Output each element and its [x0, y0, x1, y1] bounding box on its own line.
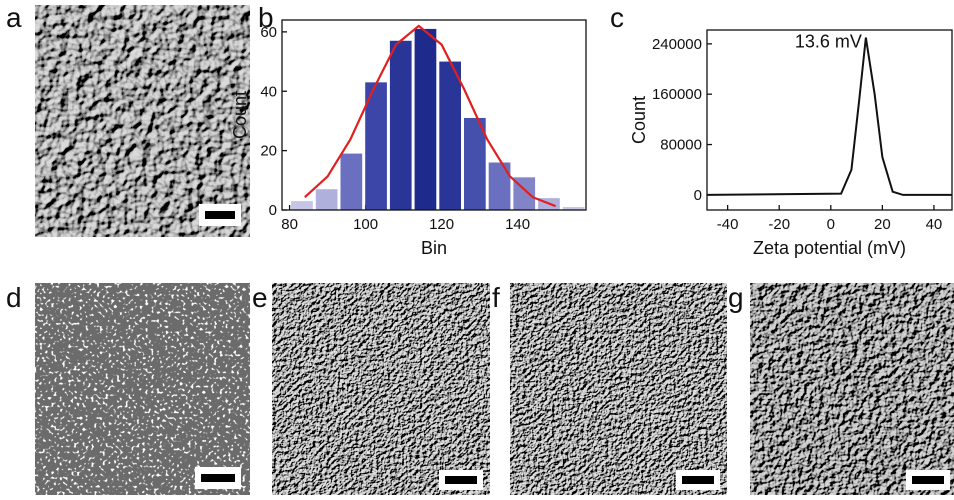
y-tick-label: 0 — [269, 202, 277, 219]
histogram-bar — [340, 153, 363, 210]
x-tick-label: 0 — [827, 216, 835, 233]
y-axis-label: Count — [230, 91, 250, 139]
histogram-bar — [365, 82, 387, 210]
plot-frame — [706, 29, 953, 211]
sem-image-e — [272, 283, 490, 495]
sem-image-d — [35, 283, 250, 495]
fit-curve — [304, 24, 557, 208]
x-tick-label: 140 — [505, 216, 530, 233]
y-tick-label: 160000 — [652, 86, 702, 103]
x-tick-label: -20 — [768, 216, 790, 233]
histogram-bar — [562, 207, 585, 210]
sem-image-f — [510, 283, 727, 495]
panel-label: d — [6, 282, 22, 313]
histogram-bar — [291, 201, 313, 210]
x-tick-label: 40 — [926, 216, 943, 233]
x-tick-label: 80 — [281, 216, 298, 233]
x-tick-label: -40 — [717, 216, 739, 233]
plot-frame — [281, 19, 587, 211]
panel-label: b — [258, 2, 274, 33]
y-tick-label: 60 — [260, 24, 277, 41]
histogram-bar — [315, 189, 338, 210]
x-tick-label: 20 — [874, 216, 891, 233]
histogram-bar — [439, 61, 461, 210]
histogram-bar — [389, 40, 412, 210]
y-tick-label: 20 — [260, 143, 277, 160]
histogram-bar — [464, 117, 486, 210]
y-axis-label: Count — [629, 96, 649, 144]
panel-label: a — [6, 2, 22, 33]
x-tick-label: 100 — [353, 216, 378, 233]
x-axis-label: Bin — [421, 238, 447, 258]
histogram-bar — [414, 28, 437, 210]
y-tick-label: 240000 — [652, 36, 702, 53]
histogram-bar — [488, 162, 511, 210]
panel-label: f — [492, 282, 500, 313]
data-line — [706, 37, 952, 196]
panel-label: c — [610, 2, 624, 33]
sem-image-a — [35, 5, 250, 237]
peak-annotation: 13.6 mV — [795, 32, 862, 52]
x-axis-label: Zeta potential (mV) — [753, 238, 906, 258]
panel-label: g — [728, 282, 744, 313]
x-tick-label: 120 — [429, 216, 454, 233]
y-tick-label: 0 — [694, 187, 702, 204]
sem-image-g — [750, 283, 954, 495]
panel-label: e — [252, 282, 268, 313]
y-tick-label: 40 — [260, 83, 277, 100]
y-tick-label: 80000 — [660, 137, 702, 154]
